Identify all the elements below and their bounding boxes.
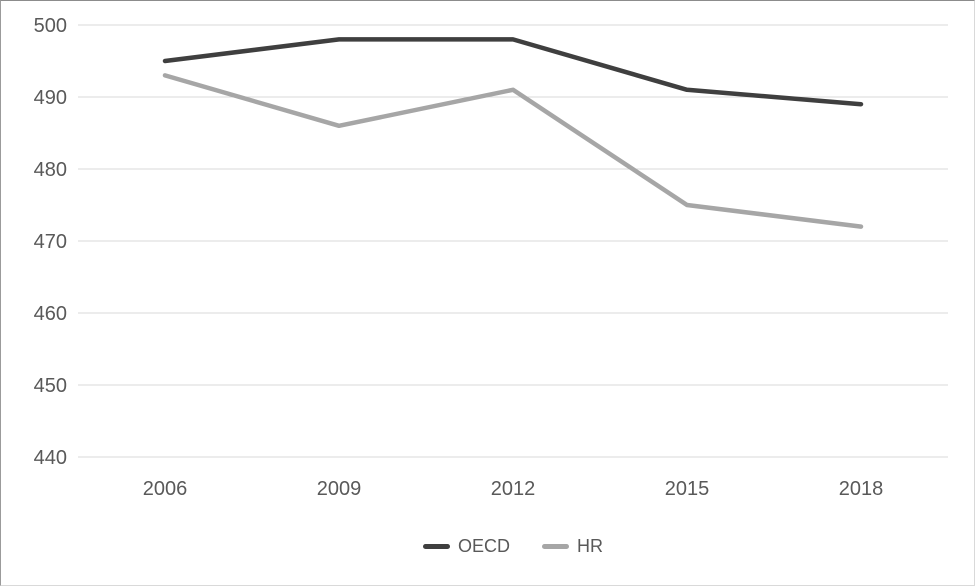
legend-label-hr: HR — [577, 536, 603, 556]
chart-legend: OECD HR — [78, 534, 948, 558]
x-tick-label-2018: 2018 — [839, 478, 884, 500]
y-tick-label-490: 490 — [34, 87, 67, 109]
y-tick-label-480: 480 — [34, 159, 67, 181]
y-tick-label-450: 450 — [34, 375, 67, 397]
legend-label-oecd: OECD — [457, 536, 510, 556]
x-tick-label-2015: 2015 — [665, 478, 710, 500]
x-tick-label-2006: 2006 — [143, 478, 188, 500]
x-tick-label-2009: 2009 — [317, 478, 362, 500]
series-line-oecd — [162, 37, 864, 107]
legend-item-oecd: OECD — [422, 536, 510, 556]
y-tick-label-500: 500 — [34, 15, 67, 37]
legend-swatch-oecd-icon — [422, 543, 450, 549]
legend-swatch-hr-icon — [542, 543, 569, 549]
series-line-hr — [162, 73, 864, 229]
y-tick-label-440: 440 — [34, 447, 67, 469]
x-tick-label-2012: 2012 — [491, 478, 536, 500]
y-tick-label-470: 470 — [34, 231, 67, 253]
legend-item-hr: HR — [542, 537, 603, 555]
y-tick-label-460: 460 — [34, 303, 67, 325]
